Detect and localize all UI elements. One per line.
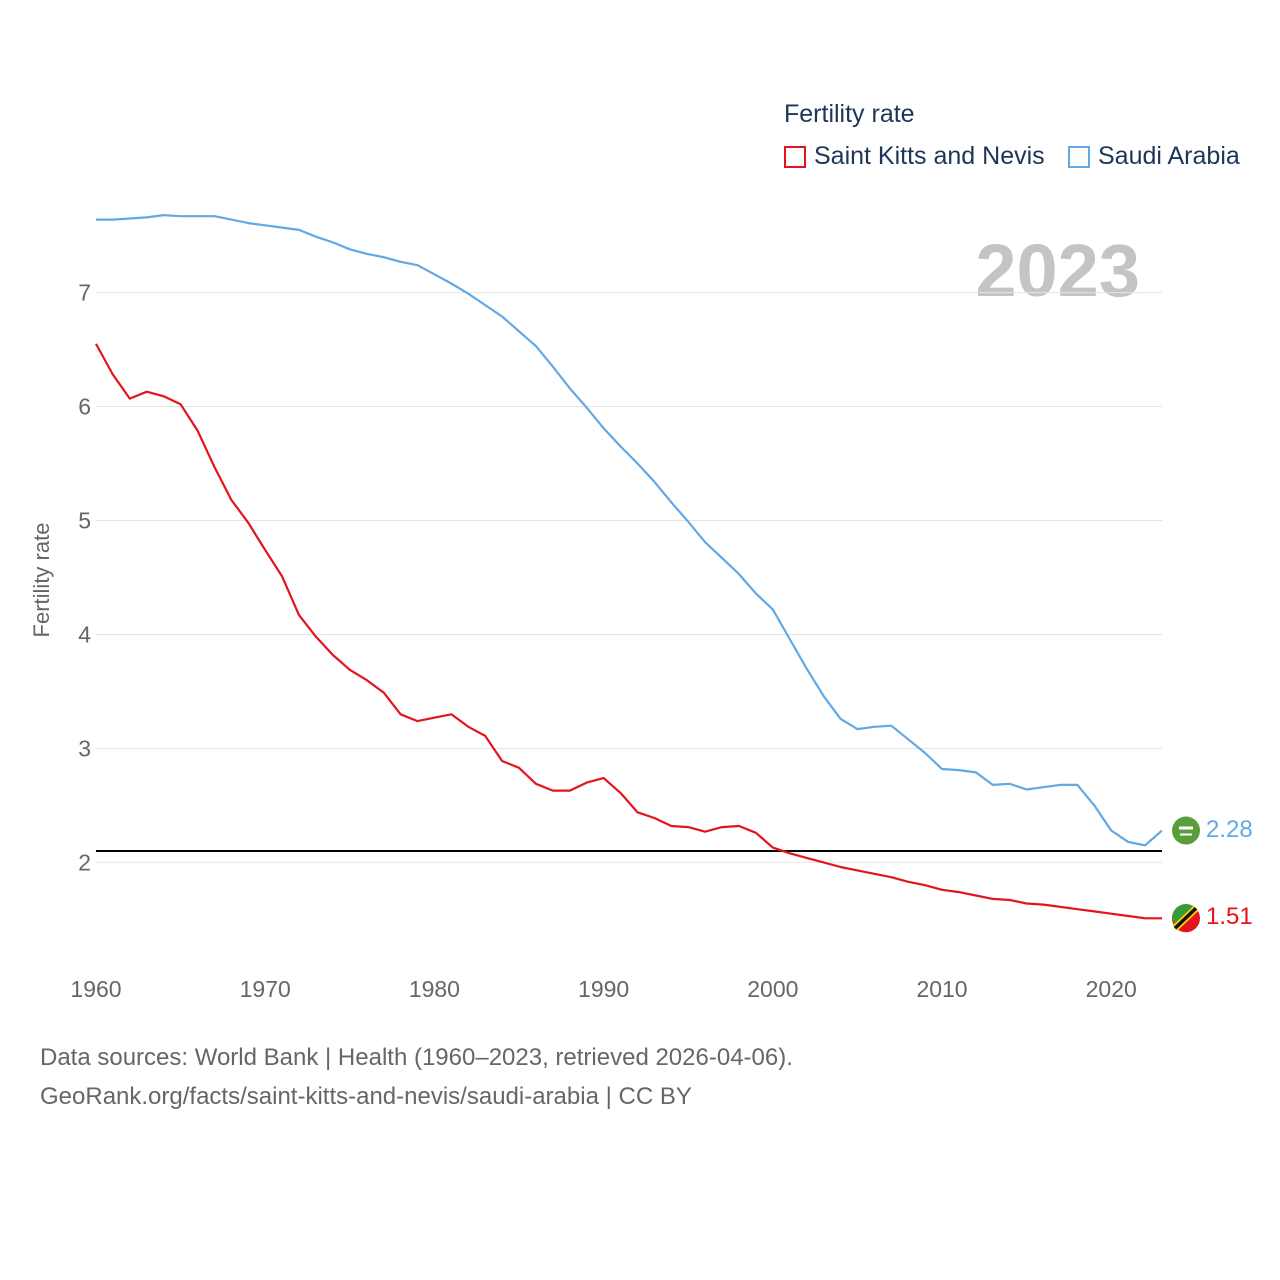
flag-marker-saudi-arabia bbox=[1172, 816, 1200, 845]
year-label: 2023 bbox=[975, 229, 1140, 312]
y-tick-label-7: 7 bbox=[78, 280, 91, 306]
legend-label-saudi-arabia: Saudi Arabia bbox=[1098, 142, 1240, 170]
legend-swatch-saudi-arabia bbox=[1068, 145, 1090, 168]
x-tick-label-2010: 2010 bbox=[916, 976, 967, 1002]
end-value-saudi-arabia: 2.28 bbox=[1206, 815, 1253, 843]
flag-script-icon bbox=[1179, 826, 1193, 830]
y-tick-label-5: 5 bbox=[78, 508, 91, 534]
legend-item-saudi-arabia[interactable]: Saudi Arabia bbox=[1068, 142, 1240, 171]
x-tick-label-1990: 1990 bbox=[578, 976, 629, 1002]
end-value-saint-kitts: 1.51 bbox=[1206, 903, 1253, 931]
x-tick-label-2000: 2000 bbox=[747, 976, 798, 1002]
legend-title: Fertility rate bbox=[784, 100, 915, 128]
x-tick-label-1970: 1970 bbox=[240, 976, 291, 1002]
x-tick-label-1960: 1960 bbox=[70, 976, 121, 1002]
legend-label-saint-kitts: Saint Kitts and Nevis bbox=[814, 142, 1045, 170]
x-tick-label-2020: 2020 bbox=[1086, 976, 1137, 1002]
x-tick-label-1980: 1980 bbox=[409, 976, 460, 1002]
y-tick-label-2: 2 bbox=[78, 849, 91, 875]
flag-sword-icon bbox=[1180, 833, 1192, 836]
series-line-saudi-arabia bbox=[96, 214, 1163, 847]
y-tick-label-6: 6 bbox=[78, 394, 91, 420]
y-tick-label-3: 3 bbox=[78, 735, 91, 761]
legend-swatch-saint-kitts bbox=[784, 145, 806, 168]
series-line-saint-kitts-and-nevis bbox=[95, 343, 1162, 920]
flag-black-stripe-icon bbox=[1173, 907, 1198, 930]
legend-item-saint-kitts[interactable]: Saint Kitts and Nevis bbox=[784, 142, 1045, 171]
footer-link[interactable]: GeoRank.org/facts/saint-kitts-and-nevis/… bbox=[40, 1083, 692, 1110]
y-tick-label-4: 4 bbox=[78, 621, 91, 647]
footer-sources: Data sources: World Bank | Health (1960–… bbox=[40, 1044, 793, 1071]
